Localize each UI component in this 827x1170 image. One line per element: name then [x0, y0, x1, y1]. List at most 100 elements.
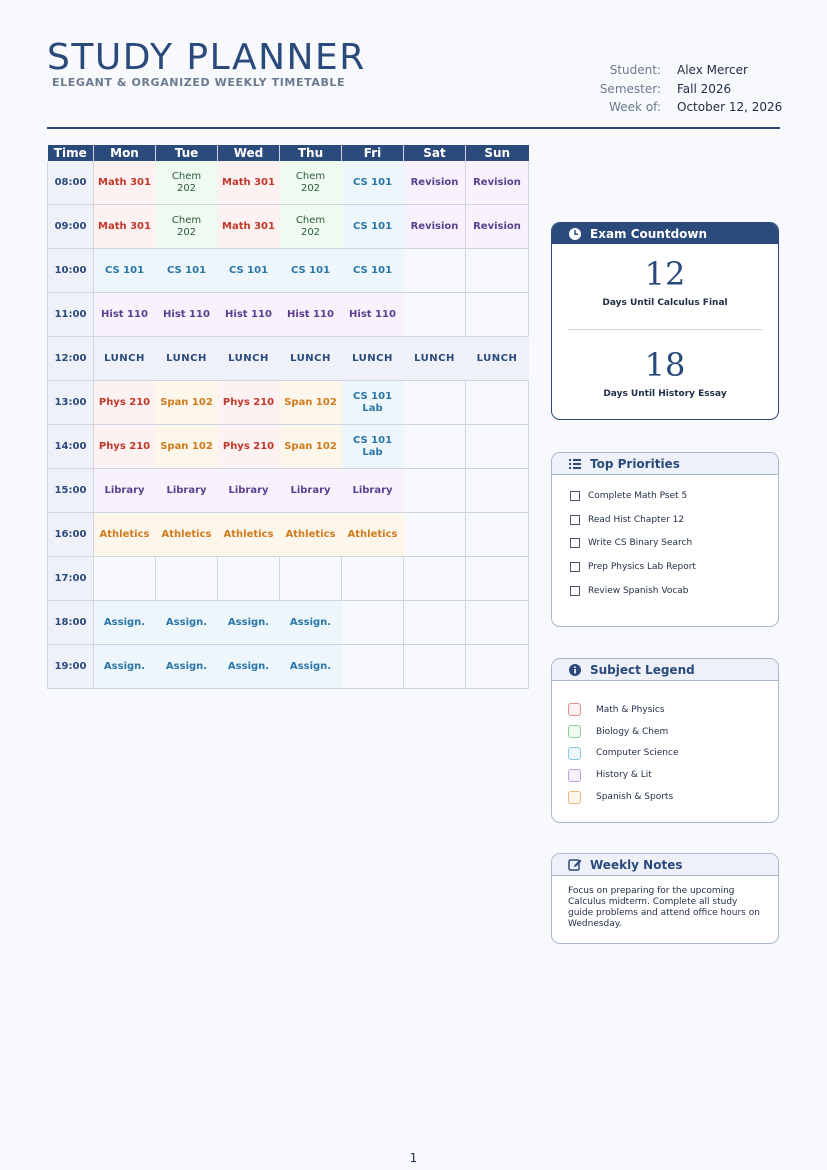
empty-cell [465, 380, 529, 425]
class-cell: Library [279, 468, 342, 513]
timetable-row: 08:00 Math 301 Chem 202 Math 301 Chem 202 CS 10… [47, 161, 529, 205]
subject-legend-title: Subject Legend [590, 662, 695, 677]
class-cell: Chem 202 [279, 204, 342, 249]
class-cell: Assign. [93, 600, 156, 645]
time-slot: 13:00 [47, 380, 94, 425]
class-cell: Chem 202 [155, 161, 218, 205]
priority-item: Write CS Binary Search [552, 531, 778, 555]
empty-cell [465, 512, 529, 557]
empty-cell [403, 468, 466, 513]
info-row-student: Student: Alex Mercer [590, 61, 782, 80]
legend-swatch [568, 746, 581, 760]
checkbox-icon[interactable] [570, 585, 580, 596]
empty-cell [403, 424, 466, 469]
top-priorities-title: Top Priorities [590, 456, 680, 471]
subject-legend-header: Subject Legend [552, 659, 778, 681]
exam-countdown-title: Exam Countdown [590, 226, 708, 241]
class-cell: CS 101 Lab [341, 424, 404, 469]
countdown-divider [568, 329, 762, 330]
class-cell: Assign. [93, 644, 156, 689]
class-cell: Revision [465, 204, 529, 249]
priority-label: Write CS Binary Search [588, 538, 693, 549]
class-cell: Phys 210 [93, 424, 156, 469]
empty-cell [403, 248, 466, 293]
class-label-line: 202 [176, 182, 197, 194]
timetable-row: 19:00 Assign. Assign. Assign. Assign. [47, 644, 529, 689]
checkbox-icon[interactable] [570, 490, 580, 501]
empty-cell [465, 600, 529, 645]
info-value: Alex Mercer [677, 63, 748, 77]
column-header-mon: Mon [93, 145, 156, 161]
class-cell: Assign. [155, 644, 218, 689]
class-cell: LUNCH [93, 336, 156, 381]
class-cell: Revision [403, 161, 466, 205]
checkbox-icon[interactable] [570, 561, 580, 572]
time-slot: 17:00 [47, 556, 94, 601]
class-label-line: Chem [295, 170, 326, 182]
class-cell: CS 101 [155, 248, 218, 293]
class-cell: Span 102 [155, 424, 218, 469]
time-slot: 10:00 [47, 248, 94, 293]
priority-item: Read Hist Chapter 12 [552, 508, 778, 532]
exam-countdown-panel: Exam Countdown 12 Days Until Calculus Fi… [551, 222, 779, 420]
class-cell: Athletics [341, 512, 404, 557]
priority-item: Prep Physics Lab Report [552, 555, 778, 579]
timetable-header: Time Mon Tue Wed Thu Fri Sat Sun [47, 145, 529, 161]
class-cell: Hist 110 [155, 292, 218, 337]
class-cell: CS 101 [93, 248, 156, 293]
empty-cell [403, 644, 466, 689]
weekly-notes-header: Weekly Notes [552, 854, 778, 876]
info-row-week: Week of: October 12, 2026 [590, 98, 782, 117]
legend-swatch [568, 790, 581, 804]
empty-cell [465, 248, 529, 293]
priority-label: Review Spanish Vocab [588, 585, 689, 596]
empty-cell [155, 556, 218, 601]
checkbox-icon[interactable] [570, 538, 580, 549]
header-divider [47, 127, 780, 129]
class-label-line: Lab [362, 446, 383, 458]
column-header-fri: Fri [341, 145, 404, 161]
empty-cell [465, 556, 529, 601]
list-icon [569, 458, 581, 469]
timetable-row: 16:00 Athletics Athletics Athletics Athletic… [47, 512, 529, 557]
priority-list: Complete Math Pset 5 Read Hist Chapter 12… [552, 475, 778, 602]
class-cell: Athletics [155, 512, 218, 557]
legend-label: History & Lit [596, 770, 652, 781]
legend-label: Spanish & Sports [596, 792, 674, 803]
class-label-line: Chem [171, 170, 202, 182]
legend-item: Computer Science [552, 743, 778, 765]
legend-item: Math & Physics [552, 699, 778, 721]
checkbox-icon[interactable] [570, 514, 580, 525]
class-cell: CS 101 [217, 248, 280, 293]
weekly-notes-title: Weekly Notes [590, 857, 683, 872]
class-label-line: 202 [176, 226, 197, 238]
empty-cell [341, 600, 404, 645]
priority-item: Complete Math Pset 5 [552, 484, 778, 508]
empty-cell [465, 292, 529, 337]
empty-cell [465, 424, 529, 469]
weekly-notes-panel: Weekly Notes Focus on preparing for the … [551, 853, 779, 944]
class-cell: Assign. [279, 644, 342, 689]
timetable-row: 11:00 Hist 110 Hist 110 Hist 110 Hist 110 His… [47, 292, 529, 337]
class-cell: Assign. [217, 600, 280, 645]
clock-icon [569, 227, 581, 240]
timetable-row: 10:00 CS 101 CS 101 CS 101 CS 101 CS 101 [47, 248, 529, 293]
priority-label: Complete Math Pset 5 [588, 490, 688, 501]
weekly-timetable: Time Mon Tue Wed Thu Fri Sat Sun 08:00 Math 301 C… [47, 145, 529, 689]
class-cell: Library [341, 468, 404, 513]
class-cell: Span 102 [279, 424, 342, 469]
info-value: October 12, 2026 [677, 100, 783, 114]
countdown-label: Days Until Calculus Final [602, 298, 728, 308]
empty-cell [465, 468, 529, 513]
class-cell: Span 102 [155, 380, 218, 425]
class-cell: Math 301 [217, 161, 280, 205]
class-cell: LUNCH [217, 336, 280, 381]
class-cell: CS 101 Lab [341, 380, 404, 425]
countdown-label: Days Until History Essay [603, 389, 727, 399]
class-cell: Math 301 [217, 204, 280, 249]
top-priorities-header: Top Priorities [552, 453, 778, 475]
time-slot: 08:00 [47, 161, 94, 205]
column-header-time: Time [47, 145, 94, 161]
class-cell: Assign. [279, 600, 342, 645]
weekly-notes-text: Focus on preparing for the upcoming Calc… [568, 886, 760, 929]
